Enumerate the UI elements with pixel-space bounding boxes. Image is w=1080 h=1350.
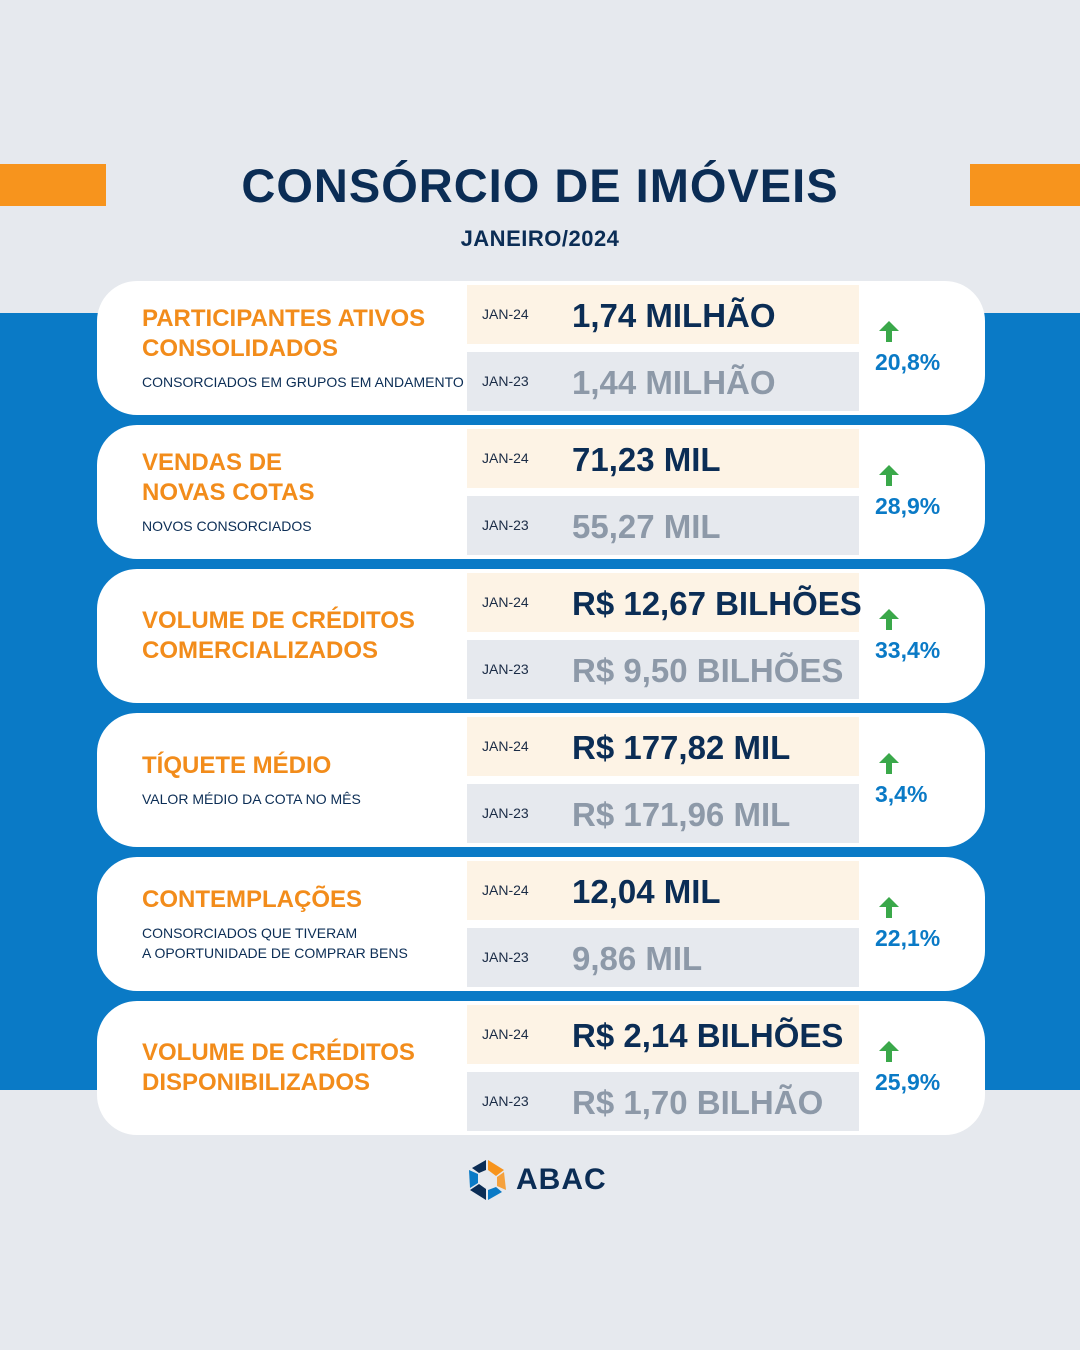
current-value: 12,04 MIL (572, 873, 721, 910)
change-percentage: 25,9% (875, 1069, 941, 1095)
previous-value: R$ 171,96 MIL (572, 796, 791, 833)
change-percentage: 28,9% (875, 493, 941, 519)
previous-period-row: JAN-23 R$ 9,50 BILHÕES (467, 640, 859, 699)
change-percentage: 22,1% (875, 925, 941, 951)
orange-accent-bar-right (970, 164, 1080, 206)
current-period-row: JAN-24 R$ 177,82 MIL (467, 717, 859, 776)
arrow-up-icon (879, 753, 899, 774)
metric-description: A OPORTUNIDADE DE COMPRAR BENS (142, 945, 408, 961)
period-label: JAN-23 (482, 373, 529, 389)
arrow-up-icon (879, 465, 899, 486)
change-percentage: 33,4% (875, 637, 941, 663)
current-value: 1,74 MILHÃO (572, 297, 776, 334)
period-label: JAN-24 (482, 594, 529, 610)
metric-card: PARTICIPANTES ATIVOS CONSOLIDADOS CONSORCI… (97, 281, 985, 415)
previous-value: 9,86 MIL (572, 940, 703, 977)
metric-card: TÍQUETE MÉDIO VALOR MÉDIO DA COTA NO MÊS J… (97, 713, 985, 847)
metric-label: VOLUME DE CRÉDITOS (142, 607, 415, 634)
metric-label: DISPONIBILIZADOS (142, 1069, 371, 1096)
period-label: JAN-24 (482, 450, 529, 466)
orange-accent-bar-left (0, 164, 106, 206)
page-title: CONSÓRCIO DE IMÓVEIS (241, 159, 839, 212)
abac-brand-name: ABAC (516, 1163, 607, 1196)
current-period-row: JAN-24 1,74 MILHÃO (467, 285, 859, 344)
abac-logo-icon (469, 1160, 506, 1200)
period-label: JAN-24 (482, 882, 529, 898)
previous-period-row: JAN-23 1,44 MILHÃO (467, 352, 859, 411)
metric-label: VENDAS DE (142, 449, 283, 476)
metric-card: VOLUME DE CRÉDITOS DISPONIBILIZADOS JAN-24… (97, 1001, 985, 1135)
current-value: R$ 12,67 BILHÕES (572, 585, 862, 622)
current-period-row: JAN-24 R$ 2,14 BILHÕES (467, 1005, 859, 1064)
period-label: JAN-23 (482, 949, 529, 965)
current-period-row: JAN-24 R$ 12,67 BILHÕES (467, 573, 862, 632)
period-label: JAN-23 (482, 805, 529, 821)
metric-card: VOLUME DE CRÉDITOS COMERCIALIZADOS JAN-24 R… (97, 569, 985, 703)
metric-label: COMERCIALIZADOS (142, 637, 378, 664)
period-label: JAN-23 (482, 517, 529, 533)
metric-description: NOVOS CONSORCIADOS (142, 518, 312, 534)
current-value: R$ 177,82 MIL (572, 729, 791, 766)
metric-label: VOLUME DE CRÉDITOS (142, 1039, 415, 1066)
metric-description: CONSORCIADOS EM GRUPOS EM ANDAMENTO (142, 374, 464, 390)
current-value: R$ 2,14 BILHÕES (572, 1017, 844, 1054)
arrow-up-icon (879, 897, 899, 918)
period-label: JAN-24 (482, 1026, 529, 1042)
metric-label: PARTICIPANTES ATIVOS (142, 305, 426, 332)
previous-value: 1,44 MILHÃO (572, 364, 776, 401)
metric-card: CONTEMPLAÇÕES CONSORCIADOS QUE TIVERAM A O… (97, 857, 985, 991)
metric-description: CONSORCIADOS QUE TIVERAM (142, 925, 358, 941)
change-percentage: 3,4% (875, 781, 928, 807)
arrow-up-icon (879, 1041, 899, 1062)
previous-period-row: JAN-23 55,27 MIL (467, 496, 859, 555)
previous-period-row: JAN-23 R$ 1,70 BILHÃO (467, 1072, 859, 1131)
current-period-row: JAN-24 12,04 MIL (467, 861, 859, 920)
metric-card: VENDAS DE NOVAS COTAS NOVOS CONSORCIADOS JA… (97, 425, 985, 559)
previous-period-row: JAN-23 R$ 171,96 MIL (467, 784, 859, 843)
previous-value: R$ 1,70 BILHÃO (572, 1084, 824, 1121)
previous-period-row: JAN-23 9,86 MIL (467, 928, 859, 987)
current-value: 71,23 MIL (572, 441, 721, 478)
metric-label: TÍQUETE MÉDIO (142, 752, 332, 779)
previous-value: 55,27 MIL (572, 508, 721, 545)
period-label: JAN-23 (482, 661, 529, 677)
current-period-row: JAN-24 71,23 MIL (467, 429, 859, 488)
arrow-up-icon (879, 321, 899, 342)
period-label: JAN-24 (482, 738, 529, 754)
metric-label: NOVAS COTAS (142, 479, 315, 506)
metric-label: CONTEMPLAÇÕES (142, 886, 363, 913)
previous-value: R$ 9,50 BILHÕES (572, 652, 844, 689)
period-label: JAN-23 (482, 1093, 529, 1109)
change-percentage: 20,8% (875, 349, 941, 375)
period-label: JAN-24 (482, 306, 529, 322)
arrow-up-icon (879, 609, 899, 630)
metric-description: VALOR MÉDIO DA COTA NO MÊS (142, 791, 361, 807)
metric-label: CONSOLIDADOS (142, 335, 339, 362)
page-subtitle: JANEIRO/2024 (460, 226, 620, 251)
